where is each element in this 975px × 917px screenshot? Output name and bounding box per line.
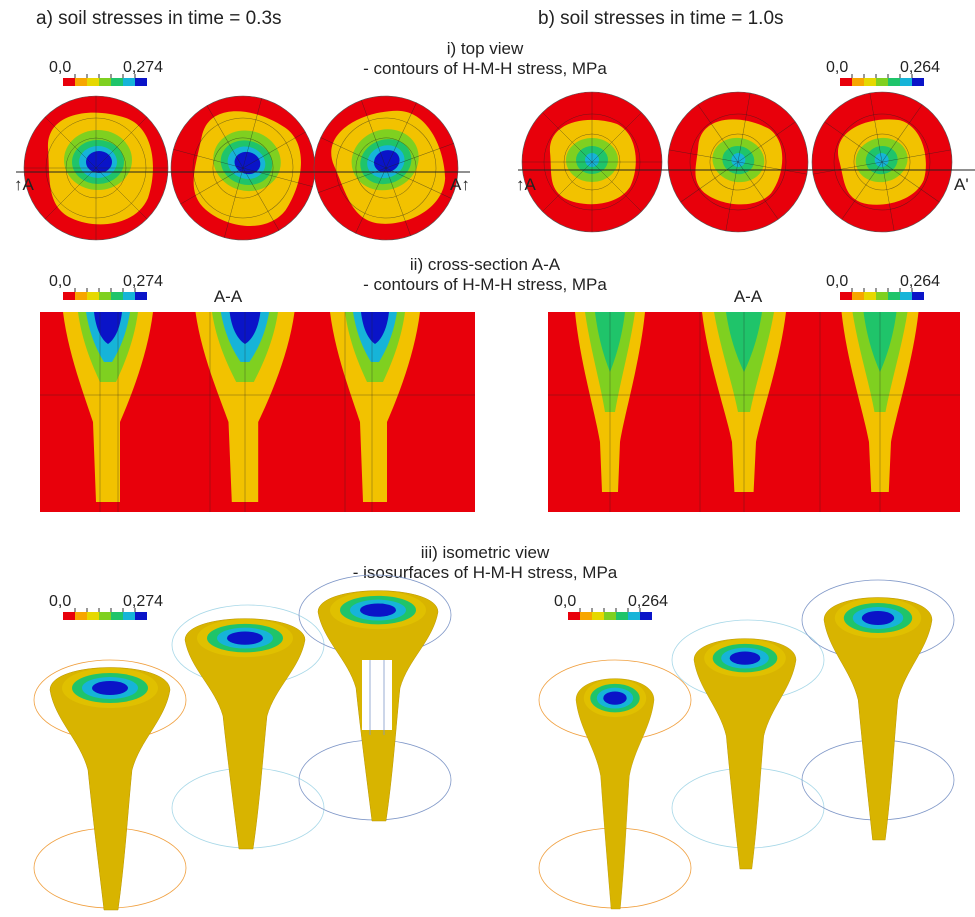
use-shape (24, 96, 168, 240)
colorbar-min: 0,0 (49, 593, 71, 610)
section-mark: ↑A (516, 175, 537, 194)
cross-section-right (548, 312, 960, 512)
section-subtitle: - contours of H-M-H stress, MPa (363, 275, 607, 294)
use-shape (185, 619, 305, 849)
section-mark: A' (954, 175, 969, 194)
colorbar-min: 0,0 (554, 593, 576, 610)
isometric-right (539, 580, 954, 909)
colorbar: 0,0 0,274 (49, 273, 163, 300)
colorbar-max: 0,274 (123, 593, 163, 610)
section-title: iii) isometric view (421, 543, 550, 562)
top-view-right (518, 81, 975, 243)
rect-shape (362, 660, 392, 730)
section-mark: A↑ (450, 175, 470, 194)
use-shape (50, 668, 170, 911)
use-shape (657, 81, 819, 243)
colorbar-min: 0,0 (49, 273, 71, 290)
panel-label: a) soil stresses in time = 0.3s (36, 8, 282, 29)
colorbar-min: 0,0 (826, 59, 848, 76)
use-shape (522, 92, 662, 232)
section-title: ii) cross-section A-A (410, 255, 561, 274)
top-view-left (16, 76, 478, 261)
use-shape (801, 81, 963, 243)
colorbar: 0,0 0,274 (49, 59, 163, 86)
colorbar-min: 0,0 (826, 273, 848, 290)
isometric-left (34, 575, 451, 910)
colorbar-min: 0,0 (49, 59, 71, 76)
colorbar: 0,0 0,264 (826, 273, 940, 300)
colorbar: 0,0 0,264 (554, 593, 668, 620)
colorbar: 0,0 0,264 (826, 59, 940, 86)
colorbar-max: 0,274 (123, 59, 163, 76)
use-shape (824, 598, 932, 841)
use-shape (694, 639, 796, 869)
section-label: A-A (214, 287, 243, 306)
figure: a) soil stresses in time = 0.3s b) soil … (0, 0, 975, 917)
section-title: i) top view (447, 39, 524, 58)
section-mark: ↑A (14, 175, 35, 194)
panel-label: b) soil stresses in time = 1.0s (538, 8, 784, 29)
colorbar-max: 0,264 (900, 59, 940, 76)
colorbar: 0,0 0,274 (49, 593, 163, 620)
colorbar-max: 0,264 (900, 273, 940, 290)
section-label: A-A (734, 287, 763, 306)
colorbar-max: 0,264 (628, 593, 668, 610)
colorbar-max: 0,274 (123, 273, 163, 290)
cross-section-left (40, 312, 475, 512)
section-subtitle: - contours of H-M-H stress, MPa (363, 59, 607, 78)
section-subtitle: - isosurfaces of H-M-H stress, MPa (353, 563, 618, 582)
use-shape (576, 679, 654, 909)
use-shape (155, 80, 331, 256)
use-shape (294, 76, 479, 261)
